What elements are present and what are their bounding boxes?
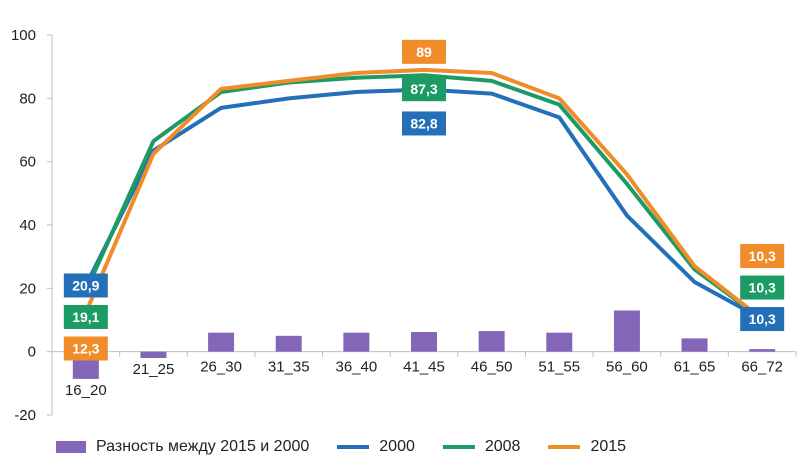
x-tick-label: 41_45 bbox=[403, 359, 445, 376]
data-label-box bbox=[402, 111, 446, 136]
difference-bar bbox=[478, 331, 505, 352]
data-label: 10,3 bbox=[749, 280, 776, 296]
legend-item-2000: 2000 bbox=[337, 438, 415, 456]
data-label: 89 bbox=[416, 44, 432, 60]
difference-bar bbox=[140, 351, 167, 358]
data-labels: 20,9 19,1 12,3 89 87,3 82,8 10,3 10,3 10,3 bbox=[63, 39, 785, 361]
legend-swatch-2000 bbox=[337, 445, 370, 449]
y-tick-label: 80 bbox=[19, 90, 36, 107]
x-tick-label: 36_40 bbox=[336, 359, 378, 376]
x-tick-label: 56_60 bbox=[606, 359, 648, 376]
data-label: 82,8 bbox=[410, 115, 437, 131]
data-label-box bbox=[63, 336, 108, 361]
x-tick-label: 61_65 bbox=[674, 359, 716, 376]
data-label-box bbox=[63, 273, 108, 298]
data-label-box bbox=[402, 77, 446, 102]
legend-label-difference: Разность между 2015 и 2000 bbox=[96, 438, 310, 455]
legend-item-difference: Разность между 2015 и 2000 bbox=[56, 438, 309, 456]
legend-swatch-2015 bbox=[548, 445, 581, 449]
data-label: 20,9 bbox=[72, 277, 99, 293]
y-tick-label: 0 bbox=[28, 344, 36, 361]
x-tick-label: 66_72 bbox=[741, 359, 783, 376]
data-label: 10,3 bbox=[749, 248, 776, 264]
y-tick-label: 60 bbox=[19, 154, 36, 171]
difference-bar bbox=[546, 332, 573, 352]
difference-bar bbox=[208, 332, 235, 352]
difference-bar bbox=[749, 349, 776, 352]
y-tick-label: 20 bbox=[19, 280, 36, 297]
difference-bar bbox=[411, 332, 437, 352]
y-tick-label: 40 bbox=[19, 217, 36, 234]
difference-bar bbox=[343, 332, 370, 352]
difference-bar bbox=[275, 335, 302, 352]
x-tick-label: 46_50 bbox=[471, 359, 513, 376]
legend-label-2015: 2015 bbox=[590, 438, 627, 455]
legend-swatch-difference bbox=[56, 441, 86, 453]
data-label-box bbox=[740, 307, 785, 332]
legend-label-2008: 2008 bbox=[484, 438, 521, 455]
difference-bars bbox=[72, 310, 776, 379]
x-tick-label: 26_30 bbox=[200, 359, 242, 376]
data-label-box bbox=[63, 304, 108, 329]
x-tick-label: 51_55 bbox=[538, 359, 580, 376]
data-label-box bbox=[402, 39, 446, 64]
x-axis: 16_20 21_25 26_30 31_35 36_40 41_45 46_50 51_55… bbox=[51, 351, 797, 399]
x-tick-label: 16_20 bbox=[65, 382, 107, 399]
legend: Разность между 2015 и 2000 2000 2008 201… bbox=[56, 438, 654, 456]
data-label: 12,3 bbox=[72, 340, 99, 356]
difference-bar bbox=[613, 310, 640, 352]
data-label-box bbox=[740, 275, 785, 300]
series-line-2015 bbox=[83, 67, 765, 322]
legend-item-2015: 2015 bbox=[548, 438, 626, 456]
difference-bar bbox=[681, 338, 708, 352]
data-label-box bbox=[740, 244, 785, 269]
legend-swatch-2008 bbox=[442, 445, 475, 449]
y-tick-label: -20 bbox=[14, 407, 36, 424]
y-axis: -20 0 20 40 60 80 100 bbox=[11, 27, 53, 424]
data-label: 19,1 bbox=[72, 309, 99, 325]
legend-label-2000: 2000 bbox=[379, 438, 415, 455]
legend-item-2008: 2008 bbox=[442, 438, 521, 456]
x-tick-label: 21_25 bbox=[133, 361, 175, 378]
data-label: 10,3 bbox=[749, 311, 776, 327]
series-lines bbox=[83, 67, 765, 322]
data-label: 87,3 bbox=[410, 81, 437, 97]
x-tick-label: 31_35 bbox=[268, 359, 310, 376]
y-tick-label: 100 bbox=[11, 27, 36, 44]
